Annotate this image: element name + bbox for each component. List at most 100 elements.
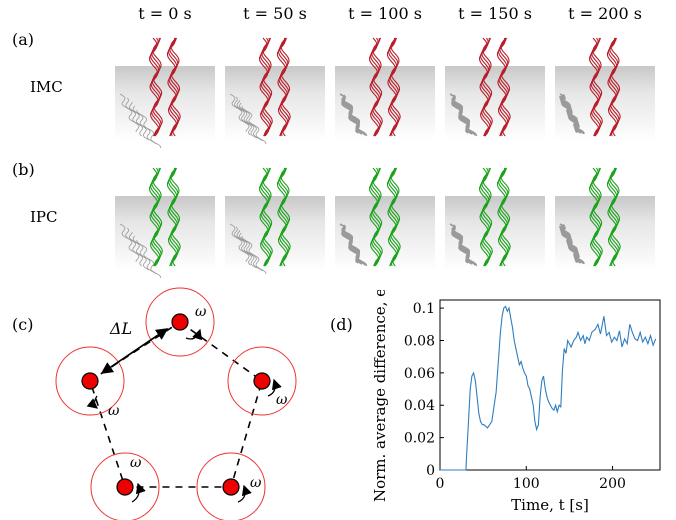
ipc-filament — [500, 167, 511, 267]
rotation-arrow-bottom-left — [131, 482, 146, 503]
ipc-filament — [280, 167, 291, 267]
imc-filament — [498, 37, 509, 137]
imc-gray-filament — [119, 93, 140, 132]
omega-label-bottom-left: ω — [130, 455, 142, 471]
rotation-arrow-right — [267, 378, 282, 397]
imc-filament — [500, 37, 511, 137]
imc-frame-t100 — [335, 66, 435, 141]
imc-filament — [610, 37, 621, 137]
column-title-t50: t = 50 s — [243, 4, 307, 23]
imc-gray-filament — [132, 105, 157, 145]
ipc-filament — [480, 167, 491, 267]
ipc-filament — [606, 167, 618, 267]
imc-filament — [166, 37, 178, 137]
imc-filament — [151, 37, 162, 137]
omega-label-right: ω — [276, 392, 288, 408]
imc-filament — [606, 37, 618, 137]
ipc-frame-t50 — [225, 196, 325, 271]
imc-filament — [482, 37, 493, 136]
ipc-filament — [481, 167, 492, 267]
ipc-filament — [262, 167, 273, 266]
chart-plot-area — [439, 299, 661, 471]
row-label-ipc: IPC — [30, 208, 58, 226]
chart-ytick-label: 0.04 — [404, 398, 435, 414]
ipc-filament — [261, 167, 272, 267]
ipc-filament — [608, 167, 619, 267]
imc-filament — [480, 37, 491, 137]
pentagon-diagram: ΔL ω ω ω ω ω — [55, 287, 297, 520]
imc-gray-filament — [125, 97, 144, 137]
chart-ytick-label: 0 — [426, 463, 435, 479]
ipc-filament — [151, 167, 162, 267]
row-label-imc: IMC — [30, 78, 63, 96]
imc-filament — [386, 37, 398, 137]
particle-ring-right — [227, 346, 297, 416]
imc-gray-filament — [234, 96, 252, 136]
imc-gray-filament — [559, 95, 585, 135]
ipc-gray-filament — [234, 226, 252, 266]
rotation-arrow-bottom-right — [237, 484, 252, 503]
imc-filament — [372, 37, 383, 136]
column-title-t150: t = 150 s — [458, 4, 532, 23]
column-title-t0: t = 0 s — [138, 4, 192, 23]
ipc-frame-t100 — [335, 196, 435, 271]
particle-ring-bottom-right — [196, 452, 266, 520]
ipc-filament — [372, 167, 383, 266]
particle-ring-bottom-left — [90, 452, 160, 520]
imc-filament — [496, 37, 508, 137]
imc-filament — [591, 37, 602, 137]
ipc-filament — [170, 167, 181, 267]
imc-filament — [592, 37, 603, 136]
imc-gray-filament — [241, 105, 267, 145]
chart-ytick-label: 0.08 — [404, 333, 435, 349]
omega-label-left: ω — [108, 403, 120, 419]
ipc-gray-filament — [125, 227, 144, 267]
imc-filament — [608, 37, 619, 137]
chart-xtick-label: 0 — [436, 476, 445, 492]
ipc-gray-filament — [132, 235, 157, 275]
delta-l-arrow-b — [101, 328, 169, 374]
ipc-filament — [276, 167, 288, 267]
ipc-filament — [388, 167, 399, 267]
omega-label-bottom-right: ω — [250, 475, 262, 491]
chart-xtick-label: 200 — [599, 476, 626, 492]
panel-label-b: (b) — [12, 160, 35, 179]
imc-filament — [390, 37, 401, 137]
imc-gray-filament — [341, 97, 368, 137]
ipc-gray-filament — [241, 235, 267, 275]
error-chart: 0 0.02 0.04 0.06 0.08 0.1 0 100 200 Time, t [s]… — [371, 290, 661, 514]
ipc-frame-t200 — [555, 196, 655, 271]
ipc-gray-filament — [559, 225, 585, 265]
ipc-filament — [610, 167, 621, 267]
ipc-filament — [166, 167, 178, 267]
imc-filament — [152, 37, 163, 136]
ipc-filament — [152, 167, 163, 266]
imc-gray-filament — [229, 93, 250, 132]
imc-frame-t200 — [555, 66, 655, 141]
imc-filament — [278, 37, 289, 137]
ipc-gray-filament — [451, 227, 478, 267]
imc-gray-filament — [136, 109, 162, 149]
chart-ytick-label: 0.1 — [413, 301, 435, 317]
ipc-gray-filament — [239, 232, 263, 272]
delta-l-label: ΔL — [109, 319, 132, 338]
chart-ylabel: Norm. average difference, e — [371, 290, 389, 502]
rotation-arrow-left — [86, 395, 99, 409]
ipc-filament — [482, 167, 493, 266]
chart-xtick-label: 100 — [513, 476, 540, 492]
ipc-filament — [150, 167, 161, 267]
particle-ring-top — [145, 287, 215, 357]
imc-filament — [262, 37, 273, 136]
particle-top — [171, 313, 189, 331]
imc-filaments — [119, 37, 621, 149]
ipc-gray-filament — [341, 227, 368, 267]
imc-gray-filament — [129, 101, 150, 141]
imc-filament — [260, 37, 271, 137]
particle-right — [253, 372, 271, 390]
ipc-gray-filament — [129, 231, 150, 271]
imc-filament — [370, 37, 381, 137]
imc-frame-t150 — [445, 66, 545, 141]
imc-filament — [276, 37, 288, 137]
imc-filament — [280, 37, 291, 137]
ipc-filament — [496, 167, 508, 267]
